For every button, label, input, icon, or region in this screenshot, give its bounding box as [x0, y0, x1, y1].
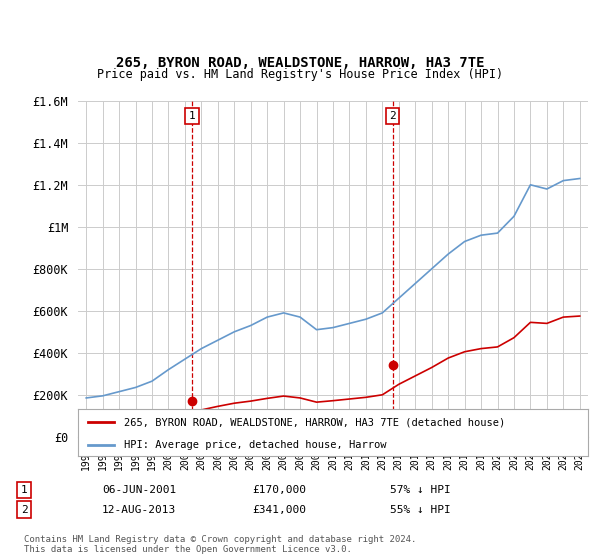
Text: 55% ↓ HPI: 55% ↓ HPI — [390, 505, 451, 515]
Text: HPI: Average price, detached house, Harrow: HPI: Average price, detached house, Harr… — [124, 440, 386, 450]
Text: £170,000: £170,000 — [252, 485, 306, 495]
Text: 12-AUG-2013: 12-AUG-2013 — [102, 505, 176, 515]
Text: 06-JUN-2001: 06-JUN-2001 — [102, 485, 176, 495]
Text: 2: 2 — [20, 505, 28, 515]
Text: 1: 1 — [20, 485, 28, 495]
Text: 265, BYRON ROAD, WEALDSTONE, HARROW, HA3 7TE: 265, BYRON ROAD, WEALDSTONE, HARROW, HA3… — [116, 56, 484, 70]
Text: £341,000: £341,000 — [252, 505, 306, 515]
Text: 57% ↓ HPI: 57% ↓ HPI — [390, 485, 451, 495]
Text: 265, BYRON ROAD, WEALDSTONE, HARROW, HA3 7TE (detached house): 265, BYRON ROAD, WEALDSTONE, HARROW, HA3… — [124, 417, 505, 427]
Text: Price paid vs. HM Land Registry's House Price Index (HPI): Price paid vs. HM Land Registry's House … — [97, 68, 503, 81]
Text: 2: 2 — [389, 111, 396, 121]
Text: 1: 1 — [188, 111, 196, 121]
Text: Contains HM Land Registry data © Crown copyright and database right 2024.
This d: Contains HM Land Registry data © Crown c… — [24, 535, 416, 554]
